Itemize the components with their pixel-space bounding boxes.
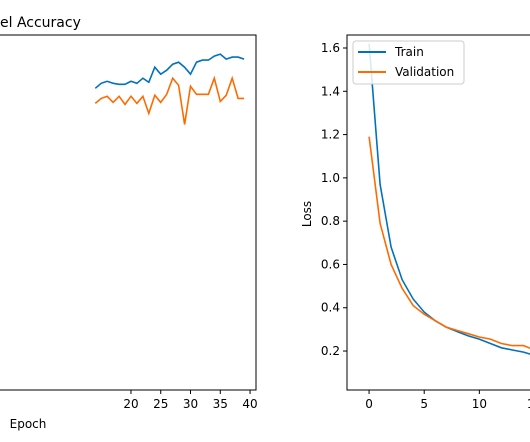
left-series-line-1	[94, 53, 245, 89]
left-x-tick-label: 30	[183, 397, 198, 411]
left-chart-title: el Accuracy	[0, 15, 81, 31]
right-y-axis-title: Loss	[300, 201, 314, 227]
right-y-tick-label: 0.8	[321, 214, 340, 228]
legend-label: Validation	[395, 65, 454, 79]
left-x-tick-label: 25	[153, 397, 168, 411]
legend-label: Train	[394, 45, 424, 59]
left-plot-frame	[0, 34, 257, 391]
right-plot-frame	[346, 34, 530, 391]
right-series-line-1	[368, 43, 530, 355]
right-x-tick-label: 10	[472, 397, 487, 411]
left-x-tick-label: 40	[242, 397, 257, 411]
right-y-tick-label: 0.2	[321, 344, 340, 358]
right-series-line-2	[368, 136, 530, 350]
right-x-tick-label: 0	[365, 397, 373, 411]
right-y-tick-label: 0.4	[321, 301, 340, 315]
left-x-tick-label: 35	[213, 397, 228, 411]
right-y-tick-label: 1.4	[321, 84, 340, 98]
right-y-tick-label: 1.0	[321, 171, 340, 185]
right-x-tick-label: 5	[420, 397, 428, 411]
left-x-tick-label: 20	[123, 397, 138, 411]
left-x-axis-title: Epoch	[10, 417, 47, 431]
right-y-tick-label: 1.2	[321, 128, 340, 142]
right-x-tick-label: 15	[527, 397, 530, 411]
left-series-line-2	[94, 75, 245, 125]
right-y-tick-label: 1.6	[321, 41, 340, 55]
right-y-tick-label: 0.6	[321, 257, 340, 271]
